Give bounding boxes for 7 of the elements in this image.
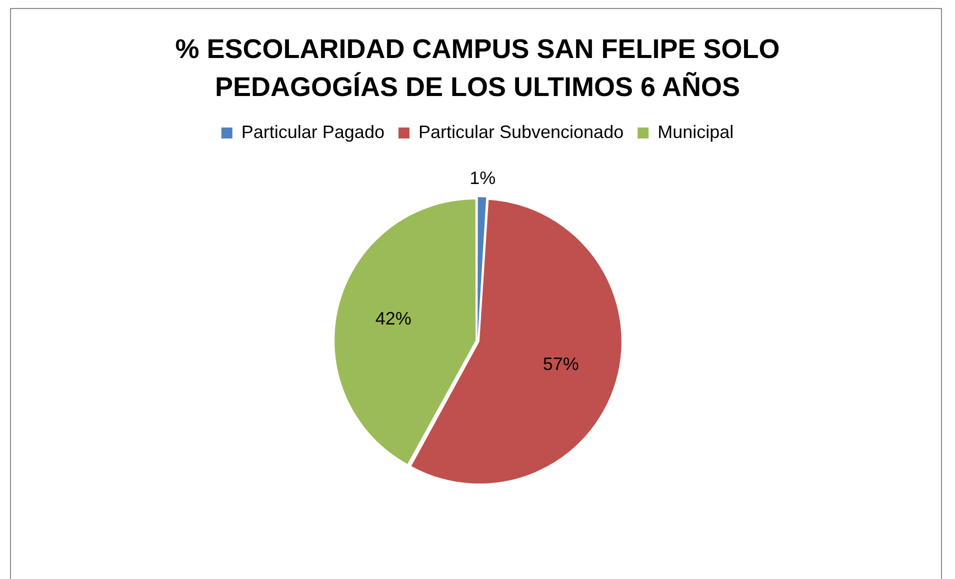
chart-title: % ESCOLARIDAD CAMPUS SAN FELIPE SOLO PEDAGOGÍAS DE LOS ULTIMOS 6 AÑOS (174, 33, 781, 104)
legend-label: Particular Pagado (241, 122, 384, 142)
data-label: 42% (375, 308, 412, 328)
legend-label: Municipal (658, 122, 734, 142)
data-label: 1% (470, 168, 496, 188)
legend-label: Particular Subvencionado (418, 122, 624, 142)
data-label: 57% (542, 354, 579, 374)
